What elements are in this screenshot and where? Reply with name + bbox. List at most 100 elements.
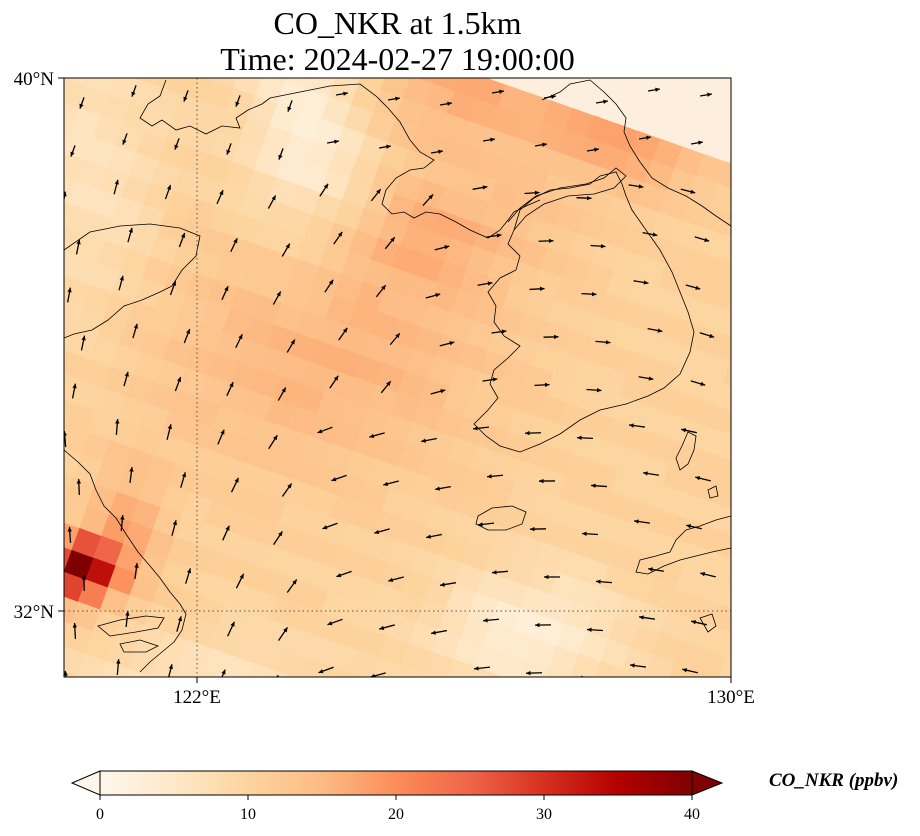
colorbar-extend-low	[70, 770, 101, 796]
concentration-cell	[349, 650, 380, 677]
concentration-cell	[592, 661, 623, 677]
concentration-cell	[172, 662, 203, 677]
concentration-cell	[288, 332, 319, 363]
concentration-cell	[621, 226, 652, 257]
concentration-cell	[381, 488, 412, 519]
concentration-cell	[498, 84, 529, 115]
concentration-cell	[25, 660, 55, 690]
concentration-cell	[384, 267, 415, 298]
map-frame	[63, 77, 732, 678]
concentration-cell	[609, 543, 640, 574]
concentration-cell	[90, 262, 121, 293]
concentration-cell	[343, 598, 374, 629]
concentration-cell	[137, 78, 168, 88]
concentration-cell	[211, 78, 242, 89]
concentration-cell	[64, 564, 65, 595]
concentration-cell	[236, 338, 267, 369]
concentration-cell	[17, 188, 47, 218]
concentration-cell	[652, 138, 683, 169]
concentration-cell	[647, 433, 678, 464]
concentration-cell	[354, 355, 385, 386]
concentration-cell	[341, 178, 373, 209]
concentration-cell	[185, 271, 216, 302]
concentration-cell	[699, 426, 730, 457]
concentration-cell	[135, 698, 165, 728]
concentration-cell	[555, 697, 585, 727]
concentration-cell	[334, 694, 364, 724]
concentration-cell	[275, 648, 307, 677]
concentration-cell	[121, 595, 153, 626]
concentration-cell	[64, 593, 79, 625]
concentration-cell	[696, 153, 727, 185]
concentration-cell	[220, 382, 252, 413]
concentration-cell	[291, 110, 322, 142]
wind-arrow	[370, 188, 382, 202]
wind-arrow	[166, 424, 172, 440]
concentration-cell	[197, 448, 228, 479]
concentration-cell	[206, 353, 237, 384]
wind-arrow	[176, 616, 183, 632]
concentration-cell	[159, 558, 190, 589]
concentration-cell	[542, 593, 573, 625]
coastline-northeast	[541, 79, 731, 227]
concentration-cell	[214, 331, 245, 362]
wind-arrow	[595, 99, 609, 104]
concentration-cell	[115, 78, 146, 80]
concentration-cell	[17, 682, 47, 712]
concentration-cell	[222, 309, 253, 340]
wind-arrow	[370, 672, 386, 677]
concentration-cell	[676, 492, 707, 523]
concentration-cell	[209, 625, 241, 656]
wind-arrow	[331, 474, 347, 482]
concentration-cell	[117, 395, 148, 427]
concentration-cell	[272, 376, 303, 407]
concentration-cell	[91, 189, 122, 220]
concentration-cell	[64, 549, 94, 581]
wind-arrow	[628, 423, 646, 428]
concentration-cell	[286, 405, 318, 436]
concentration-cell	[103, 366, 134, 397]
concentration-cell	[239, 117, 270, 148]
concentration-cell	[283, 701, 313, 731]
concentration-cell	[673, 714, 703, 744]
concentration-cell	[651, 706, 681, 736]
concentration-cell	[475, 150, 506, 181]
concentration-cell	[497, 652, 528, 677]
concentration-cell	[409, 127, 440, 158]
wind-arrow	[472, 426, 490, 431]
lat-axis: 40°N 32°N	[14, 69, 64, 623]
concentration-cell	[746, 295, 776, 325]
concentration-cell	[68, 255, 99, 286]
concentration-cell	[498, 578, 529, 609]
concentration-cell	[299, 89, 330, 120]
concentration-cell	[20, 535, 50, 565]
concentration-cell	[401, 643, 432, 674]
concentration-cell	[696, 647, 727, 677]
concentration-cell	[644, 160, 675, 191]
concentration-cell	[753, 273, 783, 303]
concentration-cell	[403, 496, 434, 527]
concentration-cell	[327, 148, 358, 179]
concentration-cell	[267, 250, 298, 281]
concentration-cell	[261, 619, 292, 650]
concentration-cell	[598, 292, 629, 323]
wind-arrow	[699, 332, 715, 338]
concentration-cell	[224, 161, 255, 192]
colorbar: 0 10 20 30 40	[70, 770, 724, 823]
concentration-cell	[564, 107, 595, 138]
wind-arrow	[430, 389, 446, 395]
concentration-cell	[132, 351, 164, 383]
wind-arrow	[222, 525, 230, 541]
concentration-cell	[446, 585, 477, 616]
concentration-cell	[736, 464, 766, 494]
concentration-cell	[208, 205, 239, 236]
wind-arrow	[682, 668, 698, 674]
concentration-cell	[250, 368, 281, 399]
concentration-cell	[228, 360, 259, 391]
concentration-cell	[526, 712, 556, 742]
concentration-cell	[231, 707, 261, 737]
wind-arrow	[319, 183, 329, 197]
concentration-cell	[318, 244, 349, 275]
concentration-cell	[544, 446, 575, 477]
wind-arrow	[538, 478, 556, 484]
